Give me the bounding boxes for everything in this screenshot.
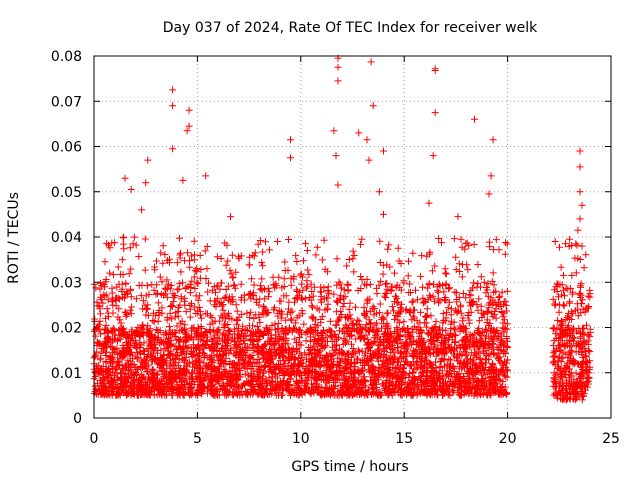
data-points xyxy=(90,54,594,404)
x-tick-label: 10 xyxy=(292,431,310,447)
roti-series-markers xyxy=(90,54,594,404)
y-tick-label: 0.06 xyxy=(51,140,82,156)
y-tick-label: 0.02 xyxy=(51,321,82,337)
x-tick-label: 25 xyxy=(602,431,620,447)
plot-frame xyxy=(93,55,612,419)
y-tick-label: 0.04 xyxy=(51,230,82,246)
y-tick-label: 0 xyxy=(73,411,82,427)
y-tick-label: 0.08 xyxy=(51,49,82,65)
x-axis-label: GPS time / hours xyxy=(291,459,408,475)
grid-lines xyxy=(94,56,611,418)
chart-title: Day 037 of 2024, Rate Of TEC Index for r… xyxy=(163,20,538,36)
x-tick-label: 20 xyxy=(499,431,517,447)
y-tick-label: 0.07 xyxy=(51,94,82,110)
y-tick-label: 0.05 xyxy=(51,185,82,201)
y-axis-label: ROTI / TECUs xyxy=(6,192,22,284)
x-tick-label: 5 xyxy=(193,431,202,447)
y-tick-label: 0.03 xyxy=(51,275,82,291)
x-tick-label: 0 xyxy=(90,431,99,447)
x-tick-label: 15 xyxy=(395,431,413,447)
y-tick-label: 0.01 xyxy=(51,366,82,382)
